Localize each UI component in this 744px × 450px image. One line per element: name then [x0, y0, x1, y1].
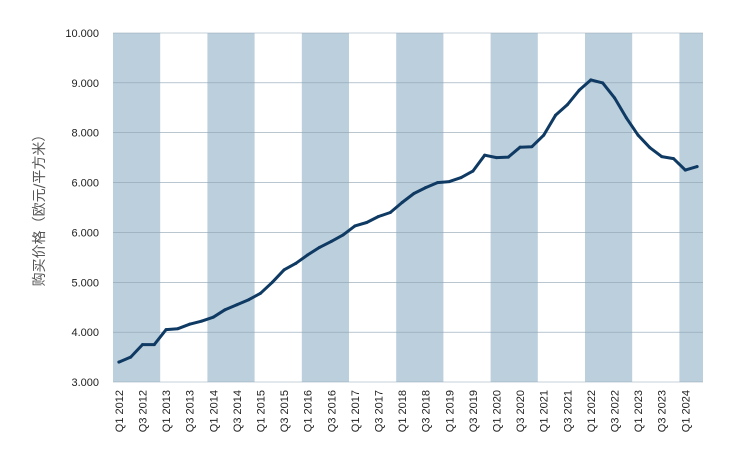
data-points [117, 78, 699, 364]
data-point [636, 133, 640, 137]
data-point [542, 133, 546, 137]
data-point [318, 245, 321, 249]
alternating-bands [113, 33, 703, 382]
x-tick-label: Q1 2024 [680, 390, 692, 432]
data-point [117, 360, 121, 364]
x-tick-label: Q1 2016 [303, 390, 315, 432]
x-tick-label: Q3 2023 [657, 390, 669, 432]
year-band [585, 33, 633, 382]
data-point [530, 145, 534, 149]
x-tick-label: Q1 2015 [256, 390, 268, 432]
y-tick-label: 5.000 [71, 277, 99, 289]
x-tick-label: Q3 2014 [232, 390, 244, 432]
x-tick-label: Q3 2017 [374, 390, 386, 432]
x-tick-label: Q1 2017 [350, 390, 362, 432]
x-tick-label: Q3 2015 [279, 390, 291, 432]
data-point [388, 210, 392, 214]
data-point [377, 214, 380, 218]
y-tick-label: 6.000 [71, 227, 99, 239]
data-point [447, 180, 451, 184]
data-point [459, 176, 463, 180]
price-series-line [117, 78, 699, 364]
data-point [695, 165, 699, 169]
data-point [471, 169, 475, 173]
data-point [589, 78, 593, 82]
data-point [506, 155, 510, 159]
data-point [294, 261, 298, 265]
data-point [306, 253, 310, 257]
y-tick-label: 6.000 [71, 178, 99, 190]
x-tick-label: Q3 2020 [515, 390, 527, 432]
x-tick-label: Q1 2013 [161, 390, 173, 432]
data-point [211, 315, 215, 319]
data-point [259, 291, 262, 295]
data-point [613, 96, 616, 100]
data-point [200, 319, 203, 323]
data-point [365, 220, 369, 224]
x-tick-label: Q3 2013 [185, 390, 197, 432]
data-point [601, 81, 605, 85]
data-point [577, 88, 581, 92]
data-point [660, 155, 664, 159]
x-tick-label: Q3 2018 [421, 390, 433, 432]
data-point [483, 153, 487, 157]
y-tick-labels: 3.000 4.000 5.000 6.000 6.000 8.000 9.000 10.00… [65, 28, 99, 389]
data-point [164, 328, 168, 332]
data-point [282, 268, 286, 272]
x-tick-label: Q3 2022 [610, 390, 622, 432]
data-point [129, 355, 133, 359]
gridlines [113, 32, 703, 383]
data-point [152, 343, 156, 347]
year-band [679, 33, 703, 382]
x-tick-label: Q1 2019 [444, 390, 456, 432]
x-tick-labels: Q1 2012 Q3 2012 Q1 2013 Q3 2013 Q1 2014 Q3 20… [114, 390, 692, 432]
data-point [353, 224, 357, 228]
year-band [207, 33, 255, 382]
data-point [141, 343, 144, 347]
y-tick-label: 4.000 [71, 327, 99, 339]
x-tick-label: Q3 2021 [562, 390, 574, 432]
y-tick-label: 3.000 [71, 377, 99, 389]
data-point [176, 327, 180, 331]
data-point [270, 280, 274, 284]
data-point [329, 239, 333, 243]
x-tick-label: Q1 2020 [492, 390, 504, 432]
data-point [554, 113, 557, 117]
y-tick-label: 10.000 [65, 28, 99, 40]
data-point [235, 303, 239, 307]
data-point [436, 181, 439, 185]
x-tick-label: Q1 2022 [586, 390, 598, 432]
x-tick-label: Q1 2014 [208, 390, 220, 432]
y-tick-label: 8.000 [71, 128, 99, 140]
x-tick-label: Q1 2018 [397, 390, 409, 432]
x-tick-label: Q1 2023 [633, 390, 645, 432]
x-tick-label: Q3 2012 [138, 390, 150, 432]
year-band [113, 33, 161, 382]
data-point [624, 116, 628, 120]
data-point [223, 308, 227, 312]
data-point [565, 103, 569, 107]
data-point [412, 192, 416, 196]
data-point [683, 168, 687, 172]
x-tick-label: Q3 2019 [468, 390, 480, 432]
data-point [188, 322, 192, 326]
x-tick-label: Q3 2016 [326, 390, 338, 432]
year-band [301, 33, 349, 382]
y-axis-label: 购买价格（欧元/平方米） [32, 128, 48, 287]
year-band [396, 33, 444, 382]
year-band [490, 33, 538, 382]
data-point [341, 233, 345, 237]
x-tick-label: Q1 2012 [114, 390, 126, 432]
data-point [518, 145, 522, 149]
data-point [648, 146, 652, 150]
y-tick-label: 9.000 [71, 78, 99, 90]
data-point [424, 186, 428, 190]
data-point [400, 201, 404, 205]
x-tick-label: Q1 2021 [539, 390, 551, 432]
data-point [247, 298, 251, 302]
data-point [495, 156, 498, 160]
data-point [672, 157, 675, 161]
